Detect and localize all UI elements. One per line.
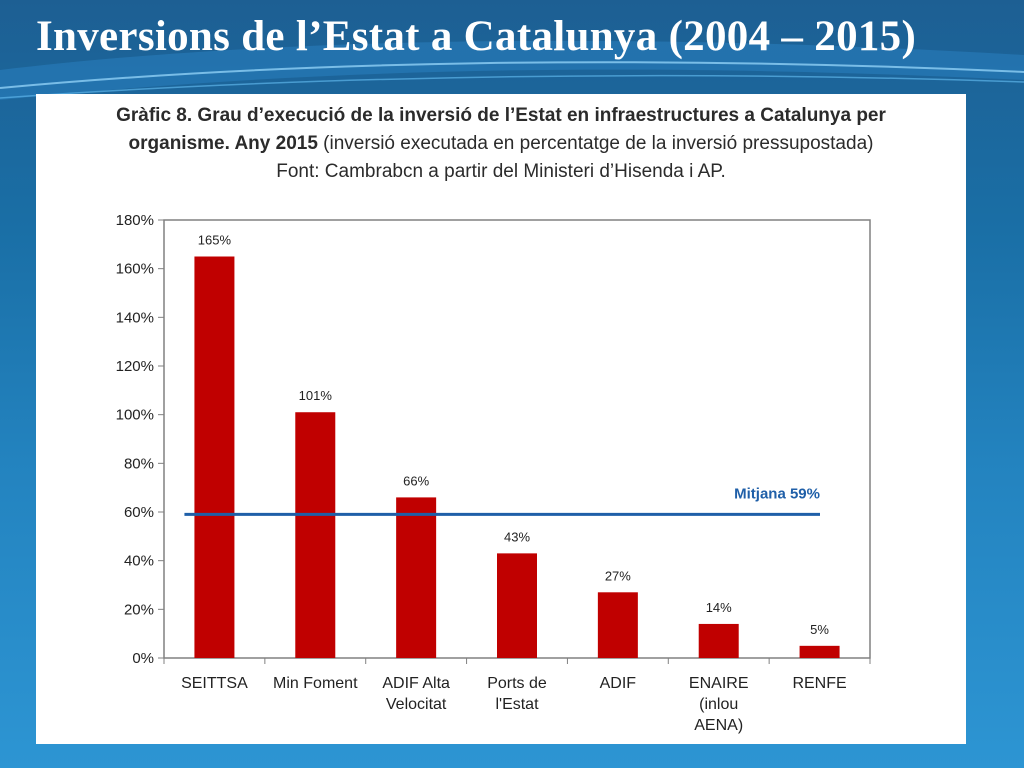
x-tick-label: SEITTSA: [181, 675, 248, 692]
x-tick-label: Min Foment: [273, 675, 358, 692]
chart-panel: Gràfic 8. Grau d’execució de la inversió…: [36, 94, 966, 744]
data-label: 5%: [810, 622, 829, 637]
bar-chart: 0% 20% 40% 60% 80% 100% 120% 140% 160% 180% 165% SE…: [116, 212, 871, 734]
bar: [497, 553, 537, 658]
data-label: 66%: [403, 473, 429, 488]
slide-title: Inversions de l’Estat a Catalunya (2004 …: [36, 13, 917, 60]
data-label: 165%: [198, 233, 232, 248]
bar: [698, 623, 739, 658]
x-tick-label: Velocitat: [386, 696, 447, 713]
bar: [396, 497, 437, 658]
bar: [597, 592, 638, 658]
y-tick-label: 80%: [124, 455, 154, 472]
bar: [799, 645, 840, 658]
data-label: 14%: [706, 600, 732, 615]
x-tick-label: AENA): [694, 717, 743, 734]
x-tick-label: RENFE: [792, 675, 846, 692]
y-tick-label: 180%: [116, 212, 154, 229]
data-label: 43%: [504, 529, 530, 544]
y-tick-label: 120%: [116, 358, 154, 375]
y-tick-label: 60%: [124, 504, 154, 521]
bar: [194, 256, 235, 658]
y-tick-label: 160%: [116, 261, 154, 278]
data-label: 101%: [299, 388, 333, 403]
x-tick-label: ENAIRE: [689, 675, 749, 692]
data-label: 27%: [605, 568, 631, 583]
chart-heading-line1: Gràfic 8. Grau d’execució de la inversió…: [116, 105, 886, 126]
chart-heading-line2: organisme. Any 2015 (inversió executada …: [36, 130, 966, 158]
y-tick-label: 0%: [132, 650, 154, 667]
chart-heading: Gràfic 8. Grau d’execució de la inversió…: [36, 102, 966, 186]
mean-line-label: Mitjana 59%: [734, 485, 820, 502]
title-swoosh-decoration: [0, 40, 1024, 100]
chart-heading-line2-rest: (inversió executada en percentatge de la…: [317, 133, 874, 154]
x-tick-label: l'Estat: [495, 696, 539, 713]
x-tick-label: ADIF: [600, 675, 637, 692]
x-tick-label: (inlou: [699, 696, 738, 713]
x-tick-label: ADIF Alta: [382, 675, 450, 692]
y-tick-label: 100%: [116, 407, 154, 424]
y-tick-label: 140%: [116, 309, 154, 326]
chart-heading-line2-bold: organisme. Any 2015: [128, 133, 318, 154]
y-tick-label: 20%: [124, 601, 154, 618]
bar: [295, 412, 336, 658]
y-tick-label: 40%: [124, 553, 154, 570]
chart-heading-source: Font: Cambrabcn a partir del Ministeri d…: [276, 161, 726, 182]
x-tick-label: Ports de: [487, 675, 547, 692]
